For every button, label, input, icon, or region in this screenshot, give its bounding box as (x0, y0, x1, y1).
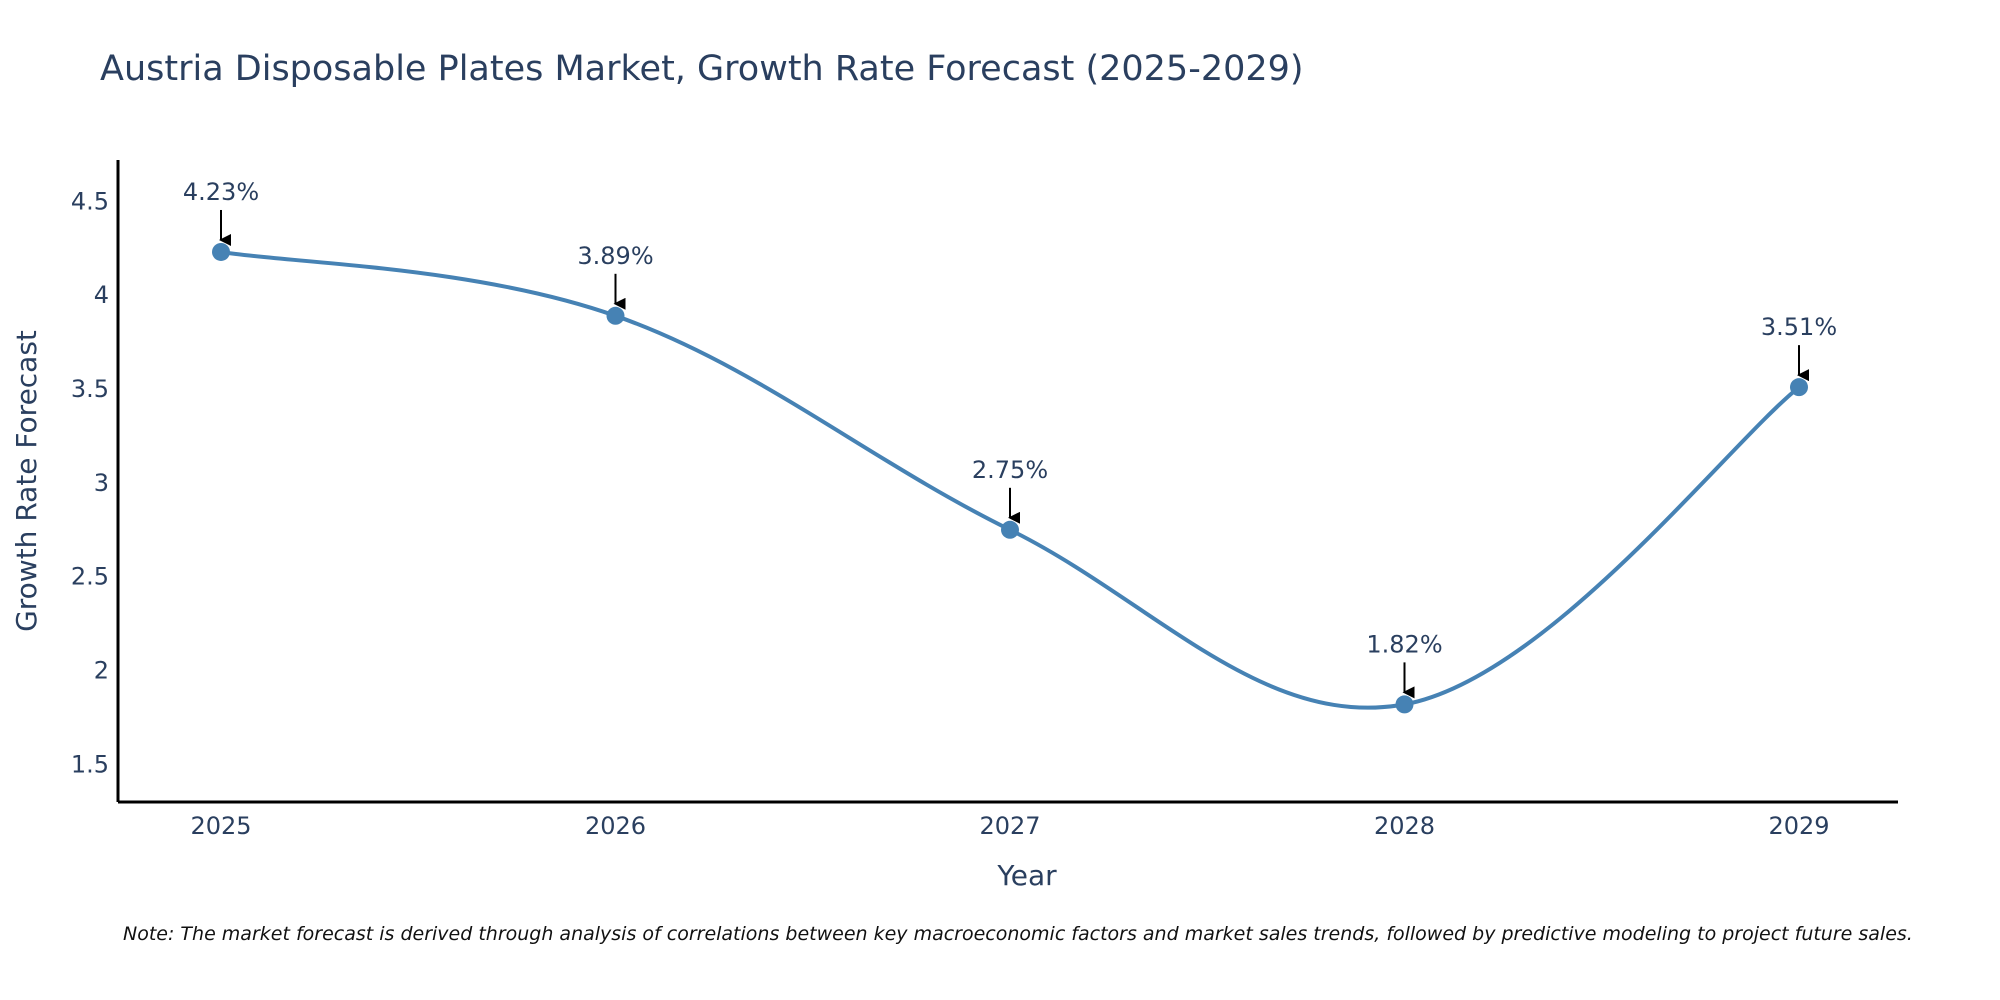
data-point (606, 306, 625, 325)
x-axis-title: Year (996, 859, 1057, 892)
data-label: 3.51% (1761, 313, 1837, 341)
y-tick-label: 1.5 (71, 750, 109, 778)
y-tick-label: 2 (94, 657, 109, 685)
x-tick-label: 2025 (190, 812, 251, 840)
x-tick-label: 2027 (979, 812, 1040, 840)
chart-note: Note: The market forecast is derived thr… (123, 923, 1913, 945)
growth-rate-line (219, 249, 1801, 710)
y-tick-label: 3 (94, 469, 109, 497)
chart-title: Austria Disposable Plates Market, Growth… (100, 49, 1304, 89)
y-tick-label: 4 (94, 281, 109, 309)
x-tick-label: 2026 (585, 812, 646, 840)
data-label: 4.23% (183, 178, 259, 206)
x-tick-label: 2028 (1374, 812, 1435, 840)
data-point (1001, 520, 1019, 539)
y-tick-label: 4.5 (71, 187, 109, 215)
y-tick-label: 2.5 (71, 563, 109, 591)
data-label: 3.89% (577, 242, 653, 270)
x-tick-label: 2029 (1768, 812, 1829, 840)
y-axis-title: Growth Rate Forecast (10, 330, 43, 632)
y-tick-label: 3.5 (71, 375, 109, 403)
data-point (1395, 695, 1414, 714)
data-label: 1.82% (1366, 630, 1442, 658)
plot-area: 1.5 2 2.5 3 3.5 4 4.5 2025 2026 2027 2028 2029 4.23%… (71, 178, 1837, 840)
data-point (212, 242, 230, 261)
data-label: 2.75% (972, 456, 1048, 484)
data-point (1790, 378, 1808, 397)
